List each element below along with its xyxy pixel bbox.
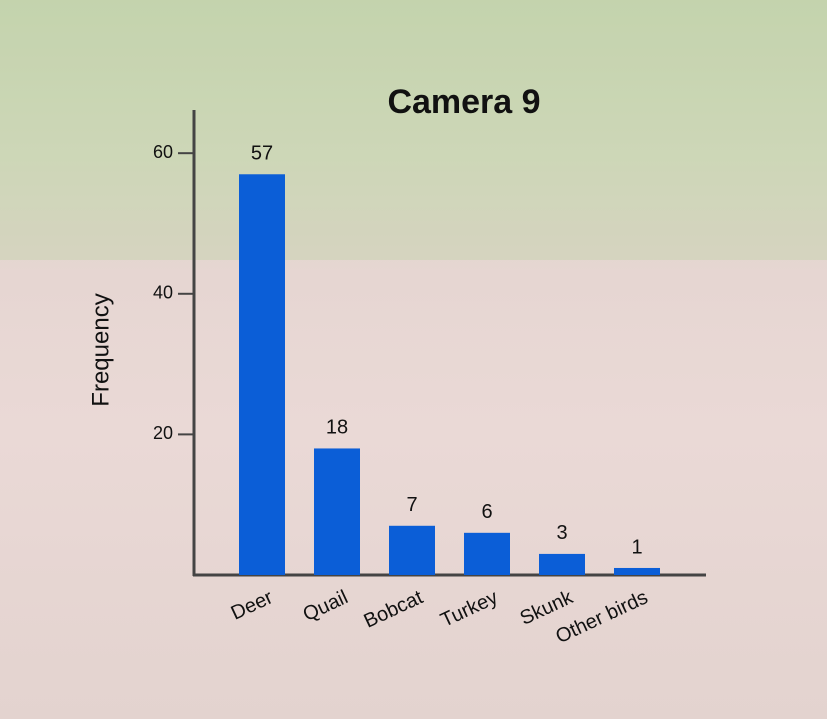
data-label: 6 (481, 501, 492, 523)
data-label: 18 (326, 417, 348, 439)
y-tick-label: 60 (153, 142, 173, 162)
chart-title: Camera 9 (387, 83, 540, 121)
x-tick-label: Deer (228, 586, 277, 624)
x-tick-label: Quail (300, 586, 352, 626)
y-tick-label: 40 (153, 283, 173, 303)
grass-tint (0, 0, 827, 260)
bar (239, 174, 285, 576)
bar (539, 553, 585, 575)
bar (389, 525, 435, 575)
y-tick-label: 20 (153, 423, 173, 443)
x-tick-label: Turkey (437, 586, 501, 631)
data-label: 7 (406, 494, 417, 516)
data-label: 1 (631, 536, 642, 558)
bar (614, 567, 660, 575)
y-axis-label: Frequency (87, 293, 114, 406)
data-label: 57 (251, 143, 273, 165)
bar (314, 448, 360, 575)
bar (464, 532, 510, 575)
data-label: 3 (556, 522, 567, 544)
x-tick-label: Bobcat (361, 586, 427, 632)
